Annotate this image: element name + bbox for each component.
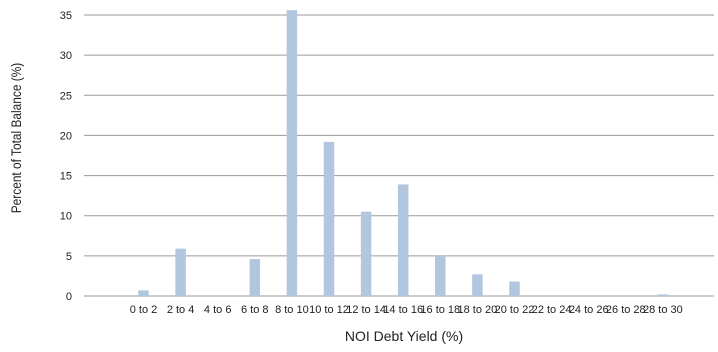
x-tick-label: 20 to 22 bbox=[495, 304, 535, 316]
y-tick-label: 35 bbox=[60, 10, 72, 22]
x-tick-label: 22 to 24 bbox=[532, 304, 572, 316]
x-tick-label: 28 to 30 bbox=[643, 304, 683, 316]
y-tick-label: 10 bbox=[60, 211, 72, 223]
x-tick-label: 18 to 20 bbox=[458, 304, 498, 316]
x-tick-label: 24 to 26 bbox=[569, 304, 609, 316]
x-tick-label: 0 to 2 bbox=[130, 304, 158, 316]
y-tick-label: 25 bbox=[60, 90, 72, 102]
x-tick-label: 26 to 28 bbox=[606, 304, 646, 316]
bars bbox=[138, 10, 669, 296]
bar bbox=[249, 259, 261, 296]
bar bbox=[138, 290, 149, 296]
bar bbox=[435, 255, 446, 296]
y-axis-title: Percent of Total Balance (%) bbox=[8, 63, 24, 214]
x-axis-title: NOI Debt Yield (%) bbox=[345, 328, 463, 344]
x-tick-label: 12 to 14 bbox=[346, 304, 386, 316]
y-tick-label: 5 bbox=[66, 251, 72, 263]
x-tick-label: 2 to 4 bbox=[167, 304, 195, 316]
y-tick-label: 20 bbox=[60, 130, 72, 142]
x-tick-label: 10 to 12 bbox=[309, 304, 349, 316]
bar bbox=[175, 248, 186, 296]
y-tick-label: 30 bbox=[60, 50, 72, 62]
bar bbox=[286, 10, 298, 296]
bar bbox=[323, 141, 335, 296]
x-tick-label: 4 to 6 bbox=[204, 304, 232, 316]
x-tick-label: 6 to 8 bbox=[241, 304, 269, 316]
y-axis-ticks: 0 5 10 15 20 25 30 35 bbox=[60, 10, 72, 303]
bar bbox=[657, 294, 669, 296]
bar bbox=[397, 184, 409, 296]
y-tick-label: 0 bbox=[66, 291, 72, 303]
y-tick-label: 15 bbox=[60, 171, 72, 183]
bar bbox=[509, 281, 520, 296]
bar bbox=[472, 274, 483, 296]
bar bbox=[360, 211, 372, 296]
x-tick-label: 14 to 16 bbox=[383, 304, 423, 316]
x-tick-label: 8 to 10 bbox=[275, 304, 309, 316]
x-tick-label: 16 to 18 bbox=[420, 304, 460, 316]
